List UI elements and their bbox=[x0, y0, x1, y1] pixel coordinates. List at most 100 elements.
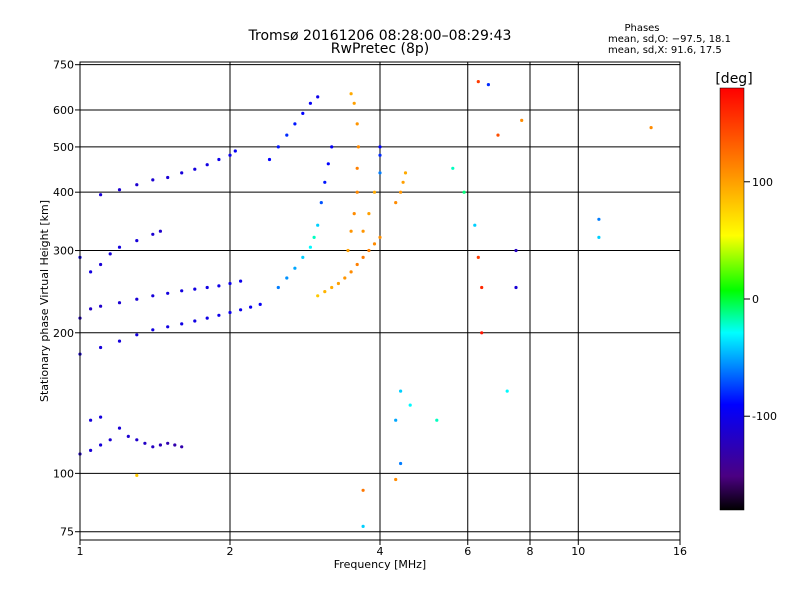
data-point bbox=[117, 301, 122, 305]
data-point bbox=[520, 118, 524, 122]
data-point bbox=[394, 201, 398, 205]
data-point bbox=[514, 248, 518, 253]
data-point bbox=[514, 285, 518, 290]
data-point bbox=[217, 313, 221, 317]
data-point bbox=[496, 133, 500, 137]
colorbar-ticks: 100 0 -100 bbox=[744, 176, 777, 423]
data-point bbox=[394, 477, 398, 482]
data-point bbox=[378, 153, 382, 157]
data-point bbox=[205, 285, 209, 290]
data-point bbox=[330, 285, 334, 290]
x-axis-ticks: 1 2 4 6 8 10 16 bbox=[77, 540, 687, 558]
y-tick-label: 200 bbox=[53, 327, 74, 340]
data-point bbox=[308, 245, 312, 249]
data-point bbox=[108, 438, 112, 442]
data-point bbox=[99, 262, 103, 267]
data-point bbox=[135, 297, 139, 301]
data-point bbox=[276, 285, 280, 290]
data-point bbox=[361, 229, 365, 233]
data-point bbox=[193, 287, 197, 291]
data-point bbox=[301, 111, 305, 115]
x-tick-label: 6 bbox=[464, 545, 471, 558]
data-point bbox=[352, 101, 356, 105]
data-point bbox=[205, 163, 209, 167]
y-tick-label: 75 bbox=[60, 526, 74, 539]
data-point bbox=[228, 153, 232, 157]
data-point bbox=[336, 281, 340, 286]
data-point bbox=[180, 289, 184, 293]
data-point bbox=[151, 445, 155, 449]
data-point bbox=[293, 122, 297, 126]
data-point bbox=[346, 248, 350, 253]
x-tick-label: 4 bbox=[377, 545, 384, 558]
data-point bbox=[355, 166, 359, 170]
phase-stats-o: mean, sd,O: −97.5, 18.1 bbox=[608, 34, 731, 45]
data-point bbox=[480, 285, 484, 290]
data-point bbox=[239, 279, 243, 283]
phase-stats-x: mean, sd,X: 91.6, 17.5 bbox=[608, 45, 722, 56]
data-point bbox=[293, 266, 297, 270]
data-point bbox=[143, 441, 147, 445]
y-tick-label: 600 bbox=[53, 104, 74, 117]
data-point bbox=[323, 180, 327, 184]
data-point bbox=[355, 122, 359, 126]
y-tick-label: 300 bbox=[53, 245, 74, 258]
data-point bbox=[352, 212, 356, 216]
data-point bbox=[126, 434, 130, 438]
data-point bbox=[108, 252, 112, 256]
data-point bbox=[217, 284, 221, 288]
data-point bbox=[319, 201, 323, 205]
data-point bbox=[323, 290, 327, 294]
data-point bbox=[473, 223, 477, 227]
data-point bbox=[316, 294, 320, 298]
data-point bbox=[308, 101, 312, 105]
data-point bbox=[349, 92, 353, 96]
data-point bbox=[89, 270, 93, 274]
data-point bbox=[89, 307, 93, 311]
phase-stats-heading: Phases bbox=[624, 23, 659, 34]
data-point bbox=[435, 418, 439, 422]
data-point bbox=[330, 145, 334, 149]
data-point bbox=[476, 255, 480, 259]
data-point bbox=[151, 328, 155, 332]
data-point bbox=[158, 229, 162, 233]
data-point bbox=[173, 443, 177, 447]
data-point bbox=[193, 167, 197, 171]
data-point bbox=[349, 270, 353, 274]
data-point bbox=[399, 190, 403, 194]
data-point bbox=[99, 193, 103, 197]
data-point bbox=[301, 255, 305, 259]
x-axis-label: Frequency [MHz] bbox=[334, 558, 426, 571]
data-point bbox=[276, 145, 280, 149]
data-point bbox=[151, 294, 155, 298]
data-point bbox=[349, 229, 353, 233]
data-point bbox=[361, 524, 365, 529]
x-tick-label: 2 bbox=[227, 545, 234, 558]
data-point bbox=[180, 445, 184, 449]
data-point bbox=[378, 171, 382, 175]
data-point bbox=[355, 190, 359, 194]
data-point bbox=[451, 166, 455, 170]
data-point bbox=[166, 325, 170, 329]
data-point bbox=[316, 223, 320, 227]
data-point bbox=[378, 145, 382, 149]
data-point bbox=[267, 157, 272, 162]
gridlines bbox=[80, 62, 680, 540]
y-tick-label: 400 bbox=[53, 186, 74, 199]
data-point bbox=[372, 242, 377, 246]
data-point bbox=[135, 183, 139, 187]
data-point bbox=[117, 245, 122, 249]
data-point bbox=[597, 217, 601, 221]
colorbar-label: [deg] bbox=[715, 71, 752, 87]
y-tick-label: 500 bbox=[53, 141, 74, 154]
data-point bbox=[135, 333, 139, 337]
data-point bbox=[372, 190, 377, 194]
data-point bbox=[151, 178, 155, 182]
chart-title: Tromsø 20161206 08:28:00–08:29:43 bbox=[248, 28, 512, 44]
data-point bbox=[378, 235, 382, 239]
data-point bbox=[249, 305, 253, 309]
data-point bbox=[239, 308, 243, 312]
data-point bbox=[476, 80, 480, 84]
data-point bbox=[486, 83, 490, 87]
